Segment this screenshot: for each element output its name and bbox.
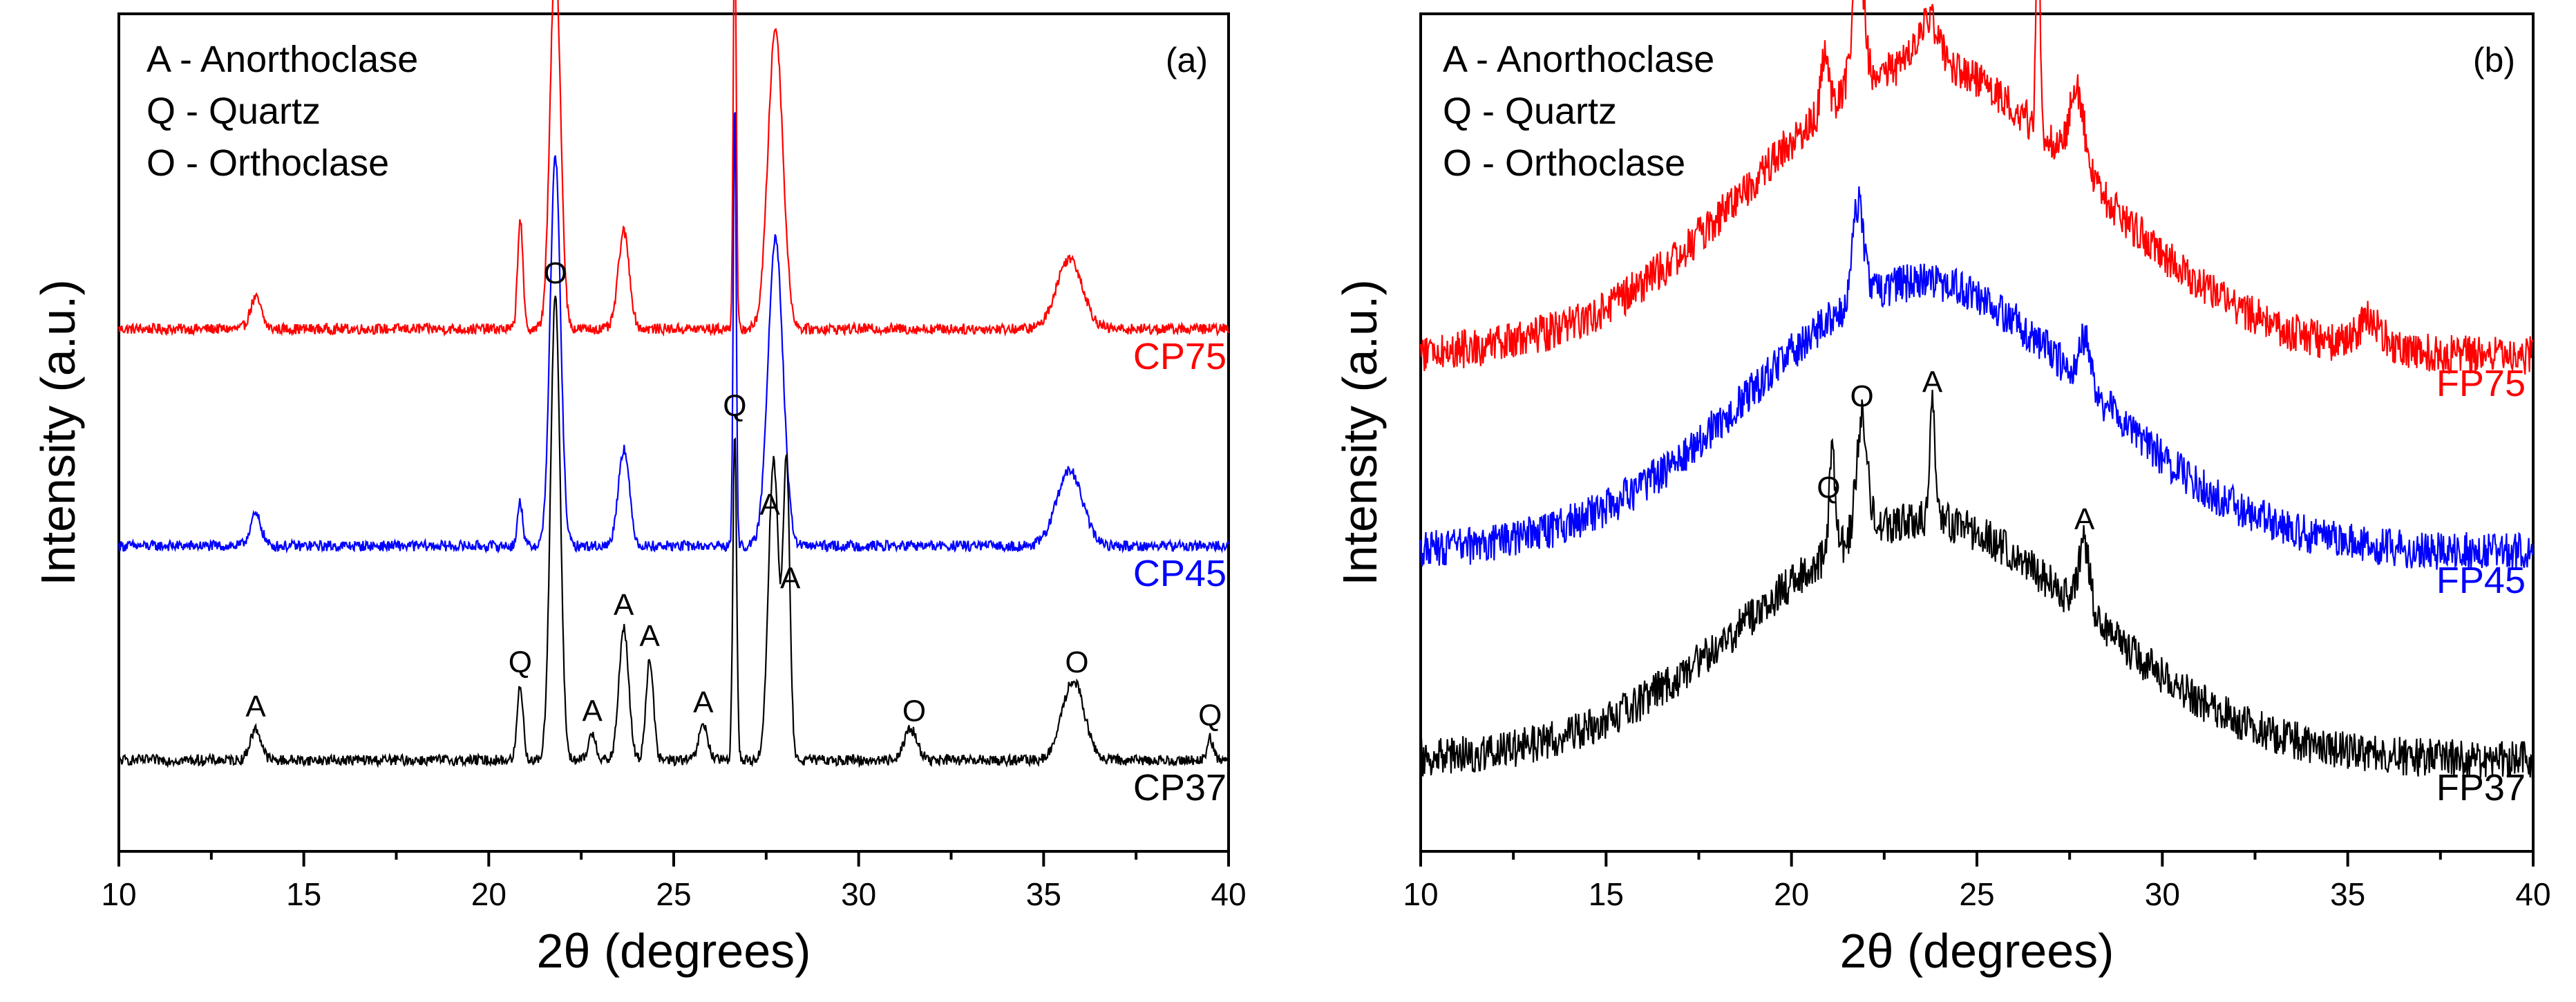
peak-label: A bbox=[245, 690, 266, 724]
peak-label: O bbox=[1850, 379, 1874, 413]
panel-label: (a) bbox=[1166, 41, 1208, 79]
series-line-cp75 bbox=[117, 0, 1230, 337]
legend-entry: O - Orthoclase bbox=[1443, 142, 1685, 184]
x-tick-label: 30 bbox=[2145, 876, 2180, 912]
peak-label: O bbox=[1065, 645, 1088, 679]
x-tick-label: 30 bbox=[841, 876, 876, 912]
legend-entry: Q - Quartz bbox=[146, 91, 321, 132]
series-line-fp45 bbox=[1419, 186, 2534, 570]
panel-a: 10 15 20 25 30 35 40 2θ (degrees) Intensity (a.u… bbox=[31, 0, 1247, 978]
x-tick-label: 15 bbox=[1589, 876, 1624, 912]
peak-label: Q bbox=[723, 389, 746, 423]
legend-entry: Q - Quartz bbox=[1443, 91, 1617, 132]
x-tick-label: 10 bbox=[1403, 876, 1438, 912]
x-axis-title: 2θ (degrees) bbox=[537, 924, 811, 978]
series-label: CP75 bbox=[1133, 336, 1227, 377]
peak-label: A bbox=[640, 619, 661, 653]
x-tick-label: 25 bbox=[1959, 876, 1994, 912]
x-tick-label: 40 bbox=[2515, 876, 2550, 912]
peak-label: Q bbox=[1817, 471, 1840, 504]
panel-label: (b) bbox=[2473, 41, 2515, 79]
peak-label: Q bbox=[1198, 699, 1222, 732]
legend-entry: A - Anorthoclase bbox=[1443, 39, 1714, 80]
x-tick-label: 25 bbox=[656, 876, 691, 912]
x-tick-label: 15 bbox=[286, 876, 321, 912]
x-tick-label: 20 bbox=[471, 876, 506, 912]
peak-label: Q bbox=[509, 645, 532, 679]
x-tick-label: 20 bbox=[1774, 876, 1809, 912]
peak-label: A bbox=[780, 562, 801, 596]
series-line-fp75 bbox=[1419, 0, 2534, 375]
series-line-cp45 bbox=[117, 112, 1230, 554]
peak-label: A bbox=[614, 588, 634, 622]
series-label: FP45 bbox=[2436, 560, 2526, 601]
series-label: CP37 bbox=[1133, 767, 1227, 809]
peak-label: O bbox=[902, 694, 926, 728]
plot-frame bbox=[1419, 12, 2535, 853]
peak-label: A bbox=[583, 694, 603, 728]
plot-frame bbox=[117, 12, 1230, 853]
series-label: CP45 bbox=[1133, 553, 1227, 594]
x-tick-label: 40 bbox=[1211, 876, 1246, 912]
x-tick-label: 35 bbox=[1026, 876, 1061, 912]
y-axis-title: Intensity (a.u.) bbox=[1333, 279, 1387, 586]
legend-entry: O - Orthoclase bbox=[146, 142, 389, 184]
x-tick-label: 10 bbox=[101, 876, 136, 912]
peak-label: A bbox=[760, 488, 781, 522]
series-label: FP37 bbox=[2436, 767, 2526, 809]
y-axis-title: Intensity (a.u.) bbox=[31, 279, 85, 586]
series-line-fp37 bbox=[1419, 390, 2534, 779]
series-label: FP75 bbox=[2436, 363, 2526, 404]
x-axis-title: 2θ (degrees) bbox=[1840, 924, 2114, 978]
series-line-cp37 bbox=[118, 295, 1230, 768]
peak-label: O bbox=[544, 256, 567, 290]
x-tick-label: 35 bbox=[2330, 876, 2365, 912]
panel-b: 10 15 20 25 30 35 40 2θ (degrees) Intensity (a.u… bbox=[1333, 0, 2551, 978]
peak-label: A bbox=[693, 686, 714, 719]
peak-label: A bbox=[1922, 366, 1943, 399]
legend-entry: A - Anorthoclase bbox=[146, 39, 418, 80]
peak-label: A bbox=[2074, 502, 2095, 536]
